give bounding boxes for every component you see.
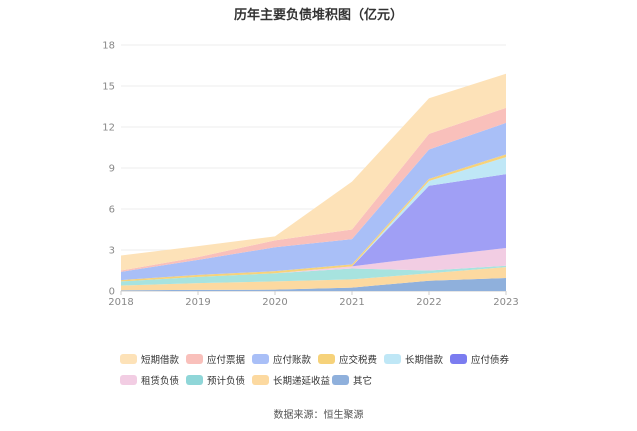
legend-label: 应付账款 xyxy=(273,355,312,366)
legend-item-bonds-payable[interactable]: 应付债券 xyxy=(450,352,516,366)
y-tick-label: 18 xyxy=(102,41,115,52)
legend-item-other[interactable]: 其它 xyxy=(332,373,398,387)
legend-swatch xyxy=(186,375,203,385)
y-tick-label: 9 xyxy=(109,164,115,175)
y-tick-label: 0 xyxy=(109,287,115,298)
legend-swatch xyxy=(450,354,467,364)
area-series xyxy=(121,278,506,291)
chart-legend: 短期借款 应付票据 应付账款 应交税费 长期借款 应付债券 租赁负债 xyxy=(120,352,540,394)
legend-item-long-term-borrowings[interactable]: 长期借款 xyxy=(384,352,450,366)
area-series xyxy=(121,73,506,271)
legend-swatch xyxy=(120,375,137,385)
legend-swatch xyxy=(120,354,137,364)
area-series xyxy=(121,174,506,282)
legend-row: 短期借款 应付票据 应付账款 应交税费 长期借款 应付债券 xyxy=(120,352,540,366)
legend-item-deferred-income[interactable]: 长期递延收益 xyxy=(252,373,332,387)
legend-label: 应交税费 xyxy=(339,355,378,366)
legend-swatch xyxy=(384,354,401,364)
x-tick-label: 2020 xyxy=(262,297,287,308)
legend-item-short-term-borrowings[interactable]: 短期借款 xyxy=(120,352,186,366)
y-tick-label: 15 xyxy=(102,82,115,93)
area-series xyxy=(121,247,506,282)
legend-item-taxes-payable[interactable]: 应交税费 xyxy=(318,352,384,366)
legend-label: 长期递延收益 xyxy=(273,376,331,387)
legend-label: 租赁负债 xyxy=(141,376,180,387)
x-tick-label: 2023 xyxy=(493,297,518,308)
legend-label: 短期借款 xyxy=(141,355,180,366)
legend-label: 其它 xyxy=(353,376,373,387)
legend-swatch xyxy=(318,354,335,364)
legend-item-lease-liabilities[interactable]: 租赁负债 xyxy=(120,373,186,387)
x-tick-label: 2022 xyxy=(416,297,441,308)
chart-title: 历年主要负债堆积图（亿元） xyxy=(233,8,403,23)
legend-label: 应付票据 xyxy=(207,355,246,366)
area-series xyxy=(121,154,506,282)
area-series xyxy=(121,267,506,291)
area-series xyxy=(121,265,506,286)
legend-item-accounts-payable[interactable]: 应付账款 xyxy=(252,352,318,366)
y-tick-label: 12 xyxy=(102,123,115,134)
legend-row: 租赁负债 预计负债 长期递延收益 其它 xyxy=(120,373,540,387)
legend-swatch xyxy=(332,375,349,385)
legend-item-notes-payable[interactable]: 应付票据 xyxy=(186,352,252,366)
legend-label: 预计负债 xyxy=(207,376,246,387)
area-series xyxy=(121,122,506,281)
legend-swatch xyxy=(252,354,269,364)
legend-swatch xyxy=(252,375,269,385)
x-tick-label: 2019 xyxy=(185,297,210,308)
area-series xyxy=(121,107,506,272)
legend-label: 应付债券 xyxy=(471,355,510,366)
area-series xyxy=(121,157,506,282)
legend-swatch xyxy=(186,354,203,364)
y-tick-label: 3 xyxy=(109,246,115,257)
legend-label: 长期借款 xyxy=(405,355,444,366)
y-tick-label: 6 xyxy=(109,205,115,216)
x-tick-label: 2018 xyxy=(108,297,133,308)
data-source: 数据来源：恒生聚源 xyxy=(273,410,364,421)
legend-item-provisions[interactable]: 预计负债 xyxy=(186,373,252,387)
x-tick-label: 2021 xyxy=(339,297,364,308)
